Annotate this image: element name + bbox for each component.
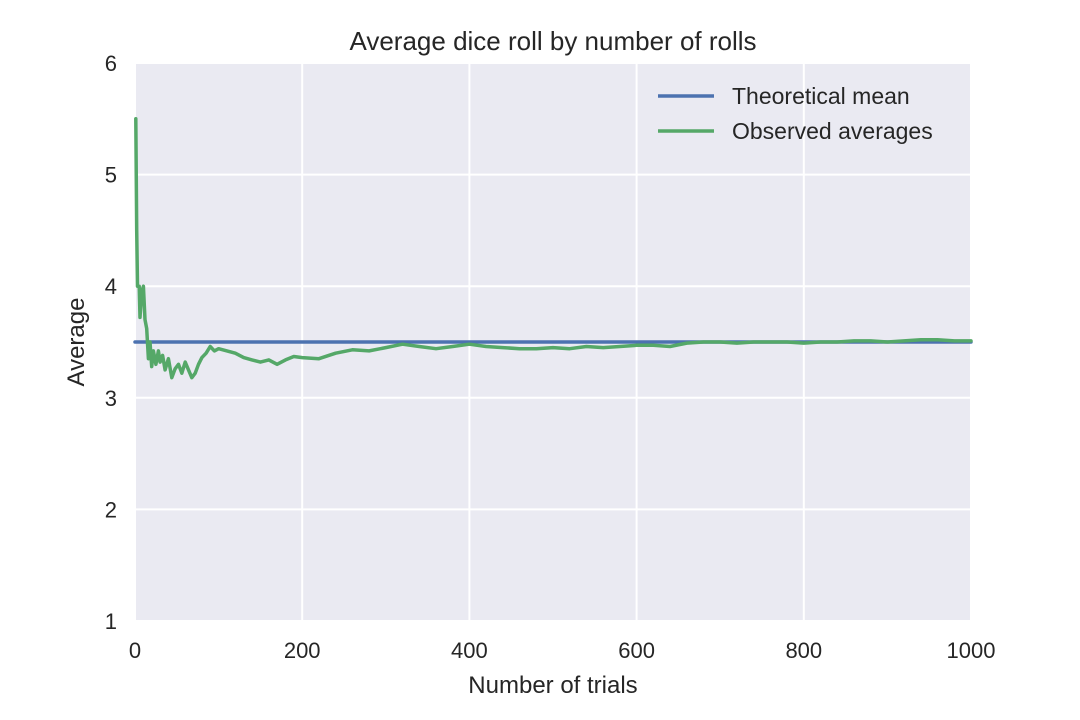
x-tick-label: 0 [129,638,141,663]
x-tick-label: 600 [618,638,655,663]
series-layer [133,117,973,380]
legend: Theoretical mean Observed averages [658,83,933,144]
y-tick-label: 2 [105,497,117,522]
y-tick-label: 3 [105,386,117,411]
series-line-observed-averages [134,117,973,380]
x-axis-ticks: 0 200 400 600 800 1000 [129,638,996,663]
x-tick-label: 800 [785,638,822,663]
y-axis-ticks: 1 2 3 4 5 6 [105,51,117,634]
x-tick-label: 1000 [947,638,996,663]
x-axis-title: Number of trials [468,672,637,699]
chart-title: Average dice roll by number of rolls [349,26,756,56]
x-tick-label: 200 [284,638,321,663]
legend-label-theoretical-mean: Theoretical mean [732,83,910,109]
y-axis-title: Average [63,298,90,387]
y-tick-label: 4 [105,274,117,299]
y-tick-label: 6 [105,51,117,76]
x-tick-label: 400 [451,638,488,663]
y-tick-label: 5 [105,163,117,188]
y-tick-label: 1 [105,609,117,634]
legend-label-observed-averages: Observed averages [732,118,933,144]
